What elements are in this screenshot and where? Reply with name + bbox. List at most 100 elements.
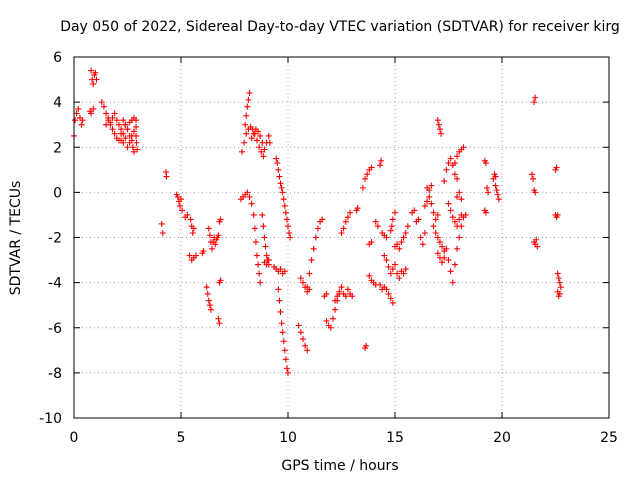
data-point [174, 193, 181, 200]
data-point [79, 117, 86, 124]
data-point [206, 302, 213, 309]
data-point [286, 229, 293, 236]
data-point [402, 266, 409, 273]
data-point [277, 180, 284, 187]
data-point [212, 241, 219, 248]
data-point [338, 229, 345, 236]
data-point [447, 155, 454, 162]
data-point [282, 209, 289, 216]
data-point [179, 207, 186, 214]
data-point [377, 281, 384, 288]
data-point [256, 144, 263, 151]
data-point [126, 139, 133, 146]
data-point [98, 99, 105, 106]
y-tick-label: 4 [53, 95, 62, 111]
y-tick-label: -8 [48, 366, 62, 382]
y-axis-label: SDTVAR / TECUs [8, 181, 24, 296]
data-point [277, 308, 284, 315]
data-point [394, 241, 401, 248]
data-point [122, 121, 129, 128]
data-point [363, 342, 370, 349]
data-point [304, 284, 311, 291]
data-point [278, 184, 285, 191]
data-point [133, 132, 140, 139]
data-point [203, 284, 210, 291]
data-point [532, 189, 539, 196]
data-point [383, 257, 390, 264]
data-point [323, 317, 330, 324]
data-point [120, 117, 127, 124]
data-point [329, 315, 336, 322]
data-point [377, 162, 384, 169]
data-point [389, 216, 396, 223]
data-point [281, 268, 288, 275]
data-point [279, 189, 286, 196]
y-tick-label: 6 [53, 50, 62, 66]
data-point [187, 216, 194, 223]
data-point [398, 239, 405, 246]
y-tick-label: -6 [48, 321, 62, 337]
data-point [255, 261, 262, 268]
data-point [244, 189, 251, 196]
data-point [130, 148, 137, 155]
data-point [72, 117, 79, 124]
y-tick-label: -10 [39, 411, 62, 427]
data-point [441, 254, 448, 261]
data-point [285, 369, 291, 376]
data-point [432, 216, 439, 223]
data-point [364, 171, 371, 178]
data-point [281, 202, 288, 209]
data-point [482, 160, 489, 167]
data-point [207, 306, 214, 313]
data-point [113, 117, 120, 124]
data-point [447, 268, 454, 275]
data-point [454, 153, 461, 160]
data-point [342, 218, 349, 225]
data-point [554, 270, 561, 277]
data-point [73, 110, 80, 117]
data-point [124, 126, 131, 133]
data-point [263, 261, 270, 268]
data-point [278, 320, 285, 327]
data-point [396, 245, 403, 252]
data-point [252, 239, 259, 246]
data-point [415, 216, 422, 223]
data-point [438, 130, 445, 137]
data-point [88, 67, 95, 74]
data-point [447, 207, 454, 214]
data-point [184, 211, 191, 218]
data-point [556, 290, 563, 297]
data-point [388, 223, 395, 230]
data-point [287, 234, 294, 241]
data-point [366, 272, 373, 279]
data-point [90, 81, 97, 88]
data-point [92, 69, 99, 76]
data-point [261, 234, 268, 241]
data-point [456, 189, 463, 196]
data-point [204, 290, 211, 297]
data-point [430, 223, 437, 230]
data-point [245, 96, 252, 103]
data-point [107, 119, 114, 126]
data-point [462, 211, 469, 218]
data-point [451, 261, 458, 268]
data-point [217, 216, 224, 223]
data-point [163, 173, 170, 180]
data-point [445, 200, 452, 207]
data-point [283, 216, 290, 223]
data-point [261, 146, 268, 153]
data-point [434, 117, 441, 124]
data-point [332, 297, 339, 304]
data-point [389, 299, 396, 306]
data-point [190, 225, 197, 232]
data-point [484, 184, 491, 191]
data-point [297, 275, 304, 282]
data-point [133, 123, 140, 130]
data-point [134, 146, 141, 153]
data-point [176, 202, 183, 209]
data-point [332, 306, 339, 313]
data-point [555, 275, 562, 282]
data-point [557, 284, 564, 291]
data-point [392, 261, 398, 268]
